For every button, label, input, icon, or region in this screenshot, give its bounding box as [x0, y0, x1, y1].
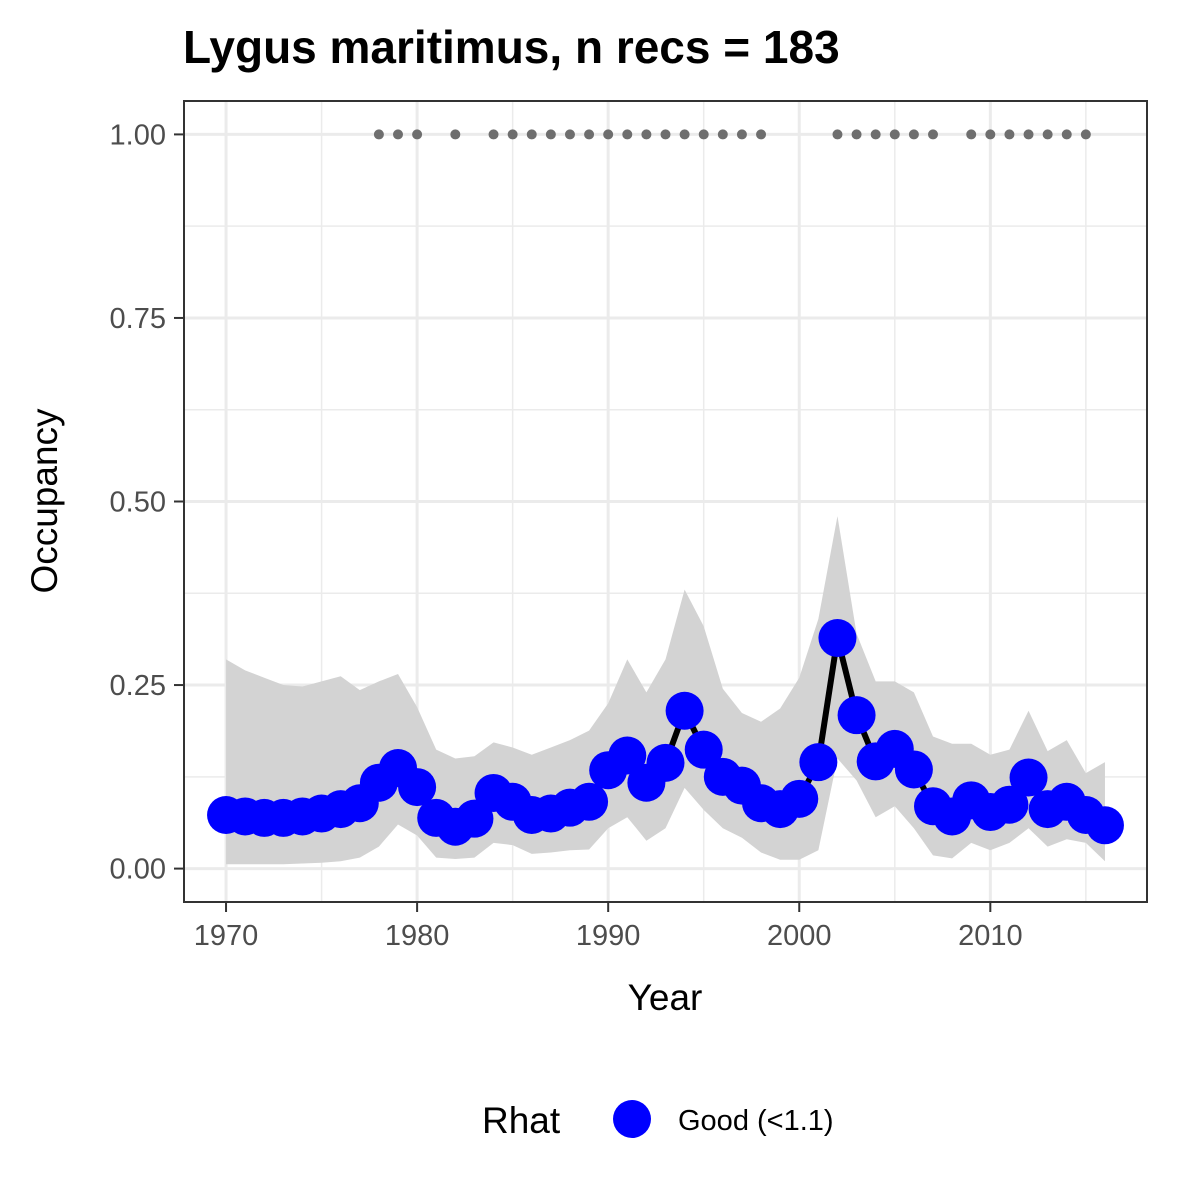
record-year-dot — [928, 129, 938, 140]
record-year-dot — [488, 129, 499, 140]
x-tick-label: 2000 — [767, 920, 832, 952]
record-dots-layer — [373, 129, 1091, 140]
occupancy-point — [780, 779, 819, 818]
record-year-dot — [526, 129, 537, 140]
y-tick-label: 0.75 — [110, 303, 166, 335]
occupancy-point — [570, 782, 609, 821]
occupancy-point — [1009, 758, 1048, 797]
record-year-dot — [1023, 129, 1034, 140]
y-tick-label: 1.00 — [110, 119, 166, 151]
record-year-dot — [698, 129, 709, 140]
record-year-dot — [622, 129, 633, 140]
record-year-dot — [985, 129, 996, 140]
record-year-dot — [832, 129, 843, 140]
occupancy-point — [837, 696, 876, 735]
chart-title: Lygus maritimus, n recs = 183 — [183, 21, 840, 73]
y-axis: 0.00 0.25 0.50 0.75 1.00 — [110, 119, 184, 886]
legend-label-good: Good (<1.1) — [678, 1105, 834, 1137]
occupancy-point — [894, 750, 933, 789]
record-year-dot — [966, 129, 977, 140]
occupancy-point — [1085, 806, 1124, 845]
record-year-dot — [507, 129, 518, 140]
occupancy-point — [990, 785, 1029, 824]
record-year-dot — [660, 129, 671, 140]
x-axis: 1970 1980 1990 2000 2010 — [194, 902, 1023, 952]
record-year-dot — [393, 129, 403, 140]
occupancy-point — [398, 768, 437, 807]
legend-title: Rhat — [482, 1100, 561, 1141]
record-year-dot — [641, 129, 652, 140]
record-year-dot — [679, 129, 690, 140]
x-tick-label: 1980 — [385, 920, 450, 952]
x-axis-title: Year — [628, 977, 703, 1018]
legend: Rhat Good (<1.1) — [482, 1100, 834, 1141]
record-year-dot — [908, 129, 919, 140]
x-tick-label: 1970 — [194, 920, 259, 952]
y-tick-label: 0.50 — [110, 487, 166, 519]
occupancy-point — [608, 736, 647, 775]
record-year-dot — [564, 129, 575, 140]
record-year-dot — [584, 129, 595, 140]
record-year-dot — [373, 129, 384, 140]
record-year-dot — [736, 129, 747, 140]
occupancy-point — [646, 743, 685, 782]
record-year-dot — [870, 129, 881, 140]
y-axis-title: Occupancy — [24, 408, 65, 594]
record-year-dot — [889, 129, 900, 140]
record-year-dot — [851, 129, 862, 140]
record-year-dot — [603, 129, 614, 140]
record-year-dot — [1080, 129, 1091, 140]
occupancy-point — [684, 730, 723, 769]
record-year-dot — [756, 129, 767, 140]
record-year-dot — [1004, 129, 1015, 140]
y-tick-label: 0.00 — [110, 854, 166, 886]
record-year-dot — [1061, 129, 1072, 140]
occupancy-point — [799, 743, 838, 782]
record-year-dot — [450, 129, 461, 140]
occupancy-points-layer — [207, 619, 1124, 846]
y-tick-label: 0.25 — [110, 670, 166, 702]
occupancy-point — [665, 691, 704, 730]
occupancy-point — [818, 619, 857, 658]
record-year-dot — [717, 129, 728, 140]
x-tick-label: 1990 — [576, 920, 641, 952]
x-tick-label: 2010 — [958, 920, 1023, 952]
record-year-dot — [1042, 129, 1053, 140]
record-year-dot — [545, 129, 556, 140]
legend-key-good — [613, 1100, 651, 1138]
record-year-dot — [412, 129, 423, 140]
